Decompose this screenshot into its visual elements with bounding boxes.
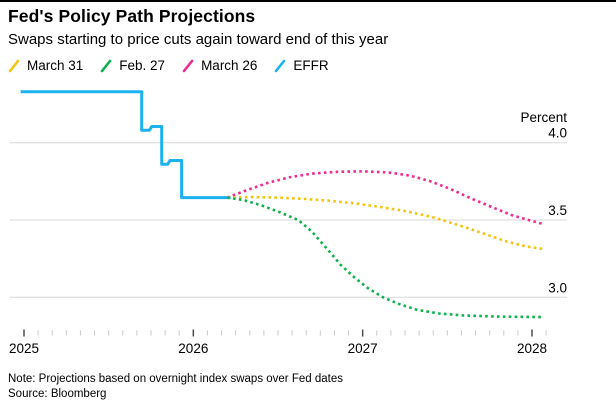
legend-slash-feb-27-icon — [100, 59, 112, 72]
series-march-31 — [227, 195, 544, 251]
footer-source: Source: Bloomberg — [8, 387, 107, 400]
footer-note: Note: Projections based on overnight ind… — [8, 373, 343, 385]
y-axis-title: Percent — [520, 110, 567, 125]
legend-item-march-26: March 26 — [182, 58, 257, 73]
legend-slash-march-26-icon — [182, 59, 194, 72]
chart-subtitle: Swaps starting to price cuts again towar… — [8, 31, 389, 48]
legend-label-feb-27: Feb. 27 — [119, 58, 166, 73]
legend-item-march-31: March 31 — [8, 58, 83, 73]
y-axis-label-4.0: 4.0 — [548, 126, 567, 141]
footer: Note: Projections based on overnight ind… — [8, 372, 343, 401]
top-rule — [0, 0, 616, 2]
x-axis-label-2027: 2027 — [348, 341, 378, 356]
x-axis-label-2028: 2028 — [517, 341, 547, 356]
legend-label-effr: EFFR — [293, 58, 329, 73]
legend-label-march-31: March 31 — [27, 58, 84, 73]
y-axis-label-3.5: 3.5 — [548, 203, 567, 218]
legend-item-feb-27: Feb. 27 — [100, 58, 165, 73]
legend-slash-march-31-icon — [8, 59, 20, 72]
x-axis-label-2025: 2025 — [9, 341, 39, 356]
series-effr — [20, 90, 231, 200]
series-feb-27 — [227, 196, 544, 319]
legend-slash-effr-icon — [275, 59, 286, 72]
series-march-26 — [226, 170, 545, 226]
legend: March 31 Feb. 27 March 26 EFFR — [8, 58, 329, 73]
y-axis-label-3.0: 3.0 — [548, 280, 567, 295]
legend-item-effr: EFFR — [274, 58, 329, 73]
x-axis-label-2026: 2026 — [178, 341, 208, 356]
legend-label-march-26: March 26 — [201, 58, 258, 73]
chart-title: Fed's Policy Path Projections — [8, 6, 256, 26]
